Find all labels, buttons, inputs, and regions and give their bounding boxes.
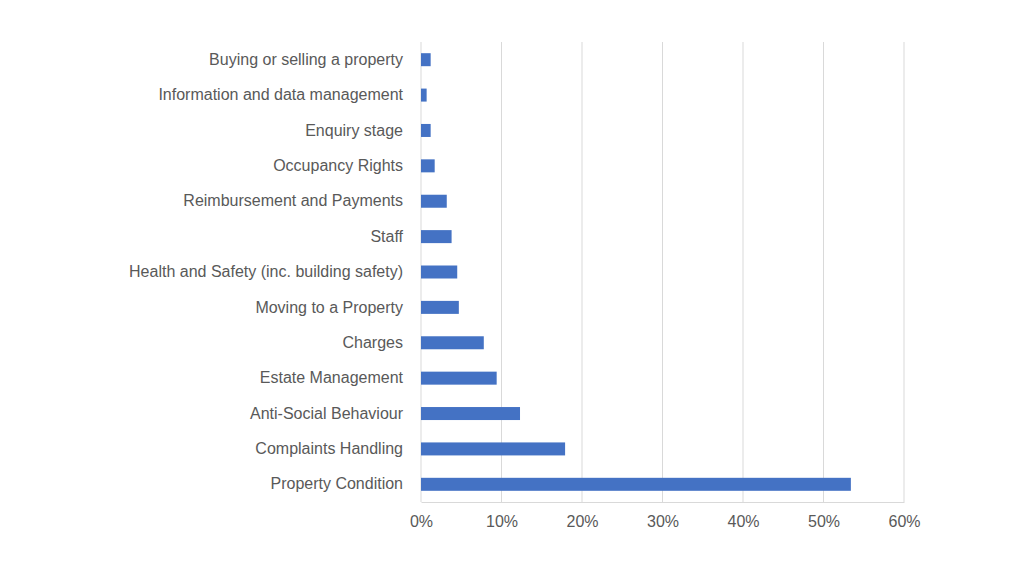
y-tick-label: Estate Management xyxy=(260,369,404,386)
y-tick-label: Enquiry stage xyxy=(305,122,403,139)
bar xyxy=(421,124,431,137)
x-axis: 0% 10% 20% 30% 40% 50% 60% xyxy=(410,502,921,530)
x-tick-label: 60% xyxy=(888,513,920,530)
y-tick: Information and data management xyxy=(158,86,421,103)
x-tick-label: 50% xyxy=(808,513,840,530)
y-tick: Property Condition xyxy=(270,475,421,492)
x-tick: 50% xyxy=(808,502,840,530)
y-tick-label: Moving to a Property xyxy=(255,299,403,316)
chart: 0% 10% 20% 30% 40% 50% 60% Buying or selling a … xyxy=(0,0,1024,576)
y-tick-label: Charges xyxy=(343,334,403,351)
x-tick: 40% xyxy=(727,502,759,530)
grid-line xyxy=(823,42,824,502)
grid xyxy=(421,42,904,502)
x-tick-label: 40% xyxy=(727,513,759,530)
bar xyxy=(421,372,497,385)
bar xyxy=(421,478,851,491)
y-axis: Buying or selling a property Information … xyxy=(129,43,421,503)
bars xyxy=(421,53,851,491)
y-tick: Estate Management xyxy=(260,369,421,386)
y-tick: Health and Safety (inc. building safety) xyxy=(129,263,421,280)
y-tick-label: Staff xyxy=(370,228,403,245)
x-tick: 60% xyxy=(888,502,920,530)
bar xyxy=(421,53,431,66)
y-tick: Charges xyxy=(343,334,421,351)
bar xyxy=(421,266,457,279)
bar xyxy=(421,442,565,455)
y-tick-label: Information and data management xyxy=(158,86,403,103)
bar xyxy=(421,407,520,420)
y-tick: Buying or selling a property xyxy=(209,51,421,68)
x-tick-label: 10% xyxy=(486,513,518,530)
y-tick-label: Buying or selling a property xyxy=(209,51,403,68)
x-tick-label: 30% xyxy=(647,513,679,530)
x-tick: 10% xyxy=(486,502,518,530)
bar xyxy=(421,195,447,208)
y-tick: Complaints Handling xyxy=(255,440,421,457)
x-tick-label: 0% xyxy=(410,513,433,530)
x-axis-line xyxy=(422,502,905,503)
y-tick-label: Anti-Social Behaviour xyxy=(250,405,404,422)
grid-line xyxy=(582,42,583,502)
y-tick: Staff xyxy=(370,228,421,245)
x-tick: 0% xyxy=(410,502,433,530)
y-tick-label: Reimbursement and Payments xyxy=(183,192,403,209)
y-tick-label: Health and Safety (inc. building safety) xyxy=(129,263,403,280)
x-tick-label: 20% xyxy=(566,513,598,530)
grid-line xyxy=(743,42,744,502)
bar xyxy=(421,159,435,172)
y-tick: Occupancy Rights xyxy=(273,157,421,174)
grid-line xyxy=(662,42,663,502)
bar xyxy=(421,336,484,349)
y-tick: Enquiry stage xyxy=(305,122,421,139)
y-tick-label: Complaints Handling xyxy=(255,440,403,457)
bar xyxy=(421,89,427,102)
y-tick-label: Property Condition xyxy=(270,475,403,492)
y-tick: Anti-Social Behaviour xyxy=(250,405,421,422)
bar xyxy=(421,301,459,314)
y-axis-line xyxy=(421,43,422,503)
grid-line xyxy=(501,42,502,502)
bar xyxy=(421,230,452,243)
y-tick-label: Occupancy Rights xyxy=(273,157,403,174)
y-tick: Reimbursement and Payments xyxy=(183,192,421,209)
x-tick: 30% xyxy=(647,502,679,530)
y-tick: Moving to a Property xyxy=(255,299,421,316)
x-tick: 20% xyxy=(566,502,598,530)
grid-line xyxy=(904,42,905,502)
